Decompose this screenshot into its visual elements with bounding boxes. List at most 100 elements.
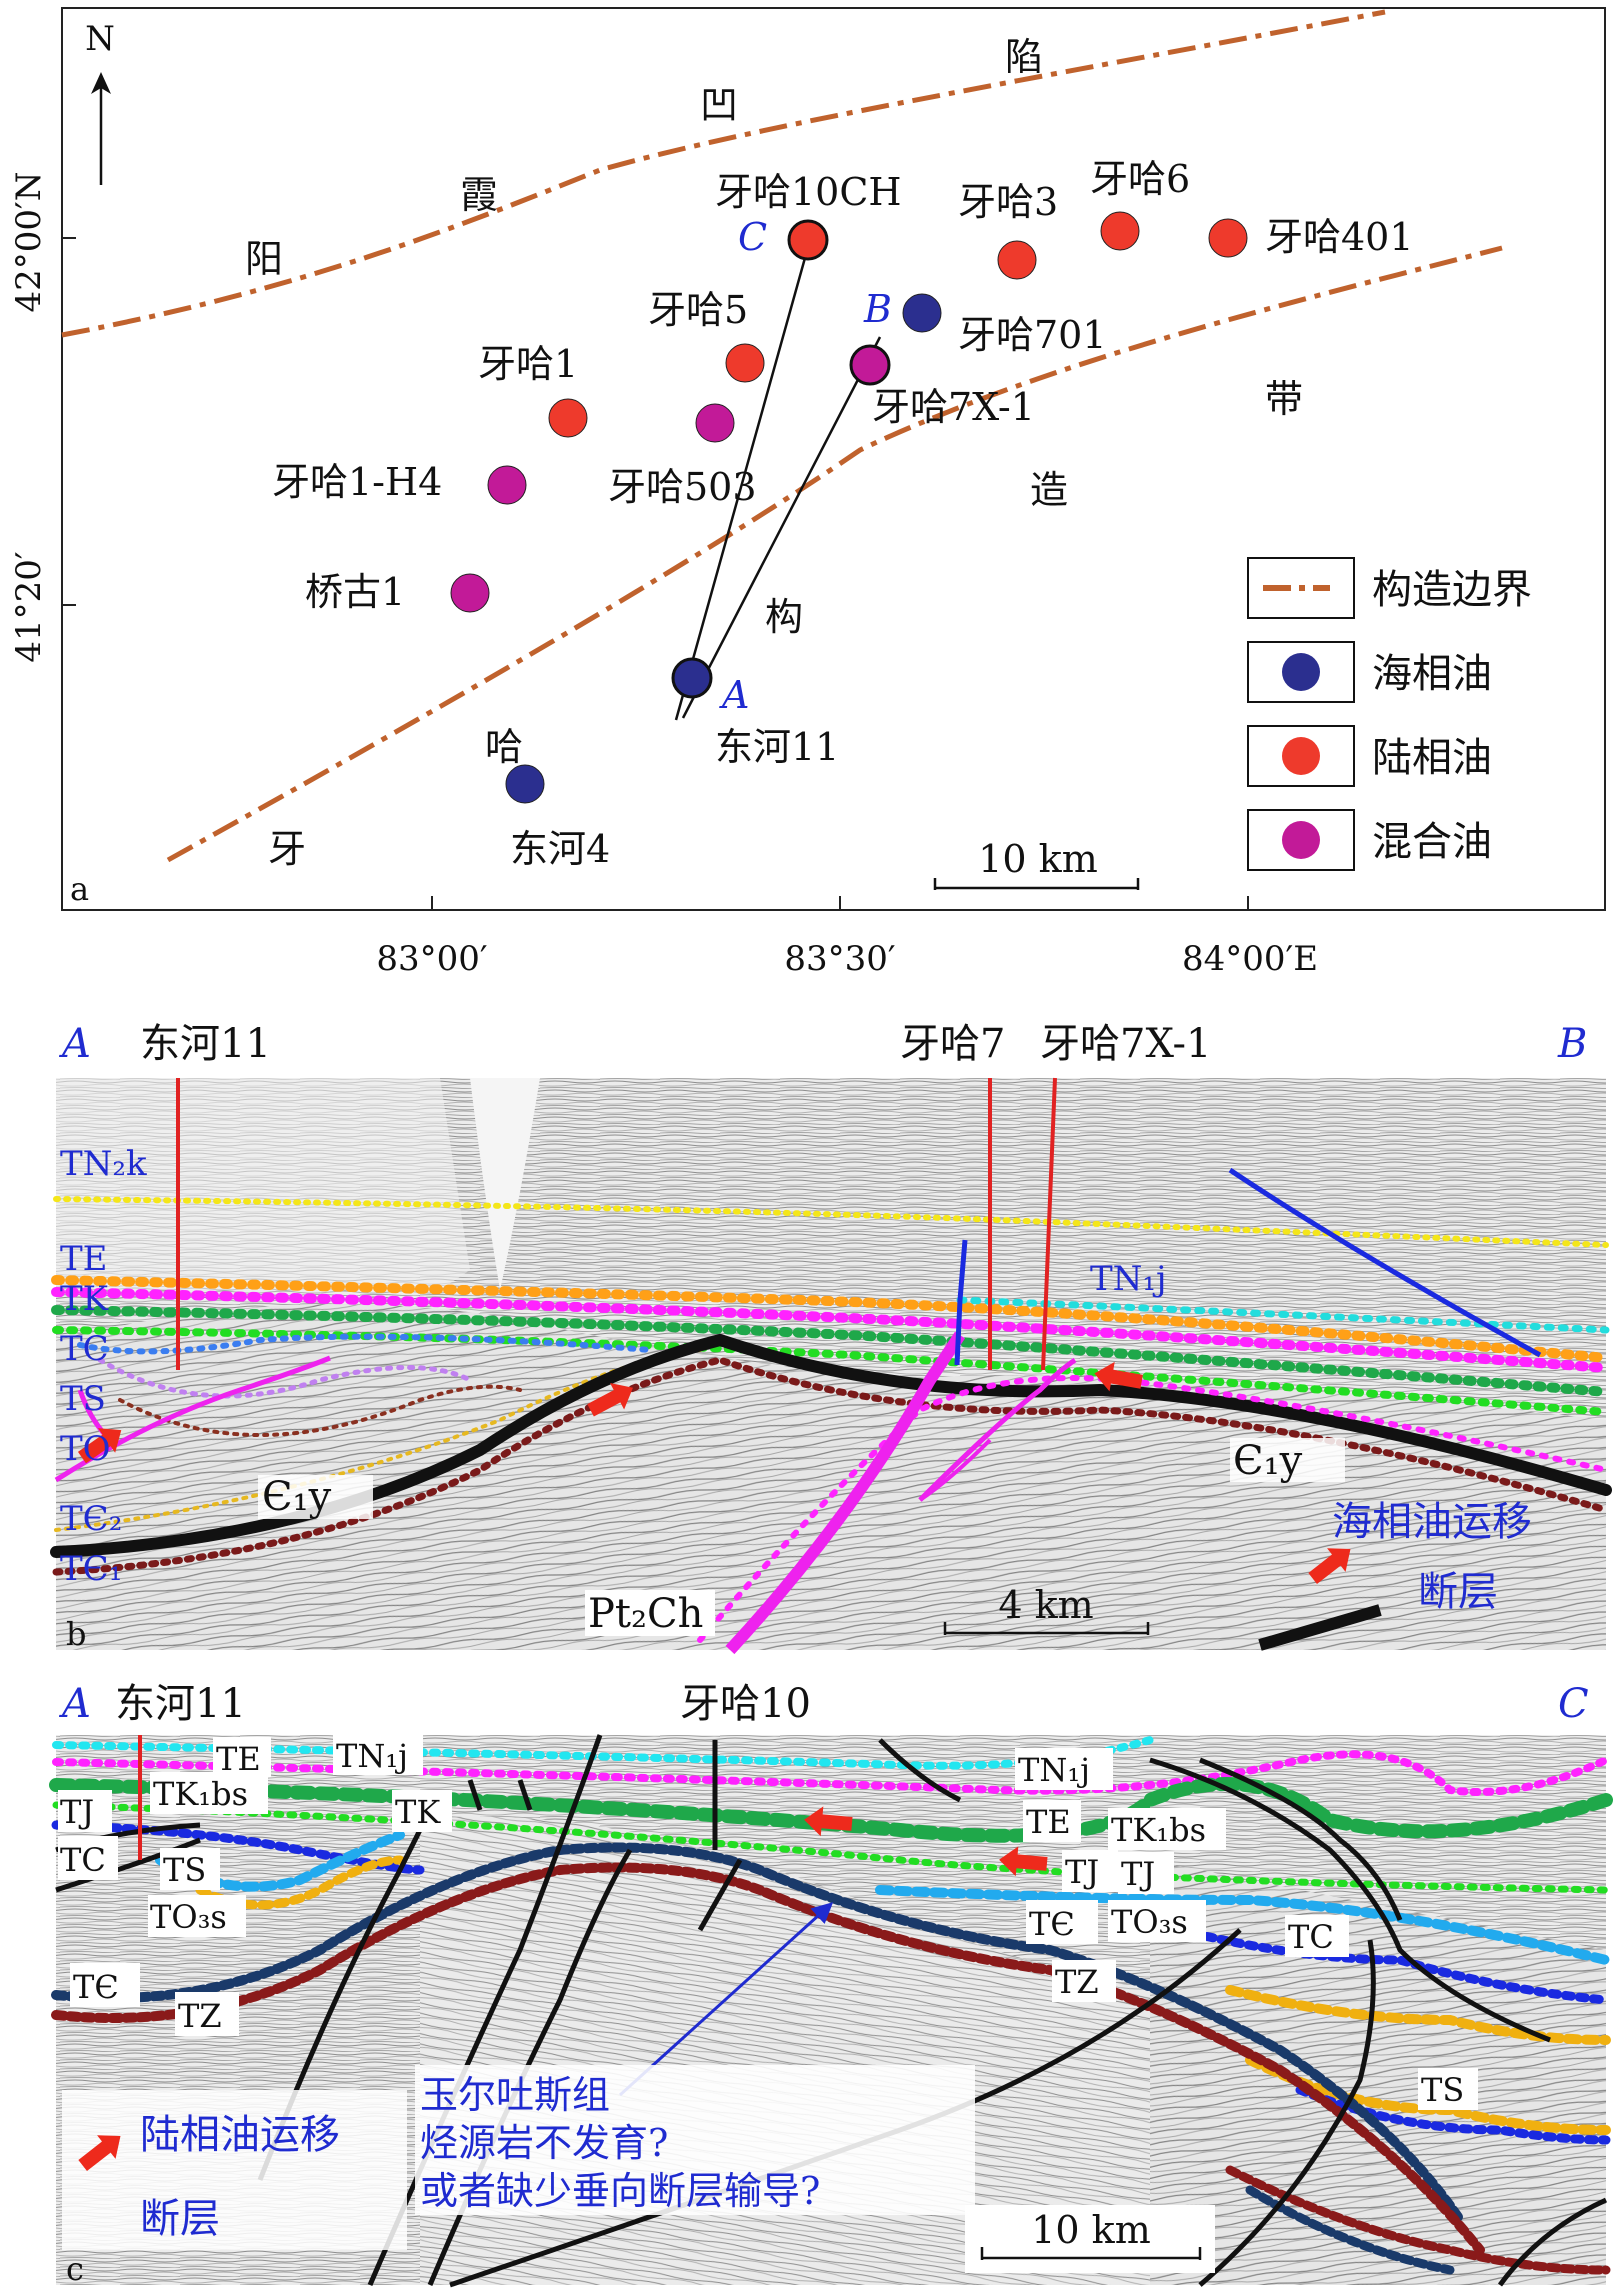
panel-b-section: A B 东河11 牙哈7 牙哈7X-1 [50,1021,1612,1655]
region-char-ao: 凹 [700,83,738,127]
horizon-c-tz2 [1225,2165,1611,2275]
well-marker-yaha10ch [787,219,829,261]
panel-c-well-donghe11: 东河11 [115,1681,246,1727]
scale-label-b: 4 km [998,1583,1093,1627]
horizon-label-c-te-r: TE [1026,1803,1071,1841]
lon-tick-84-00: 84°00′E [1182,939,1318,979]
point-label-a: A [719,673,749,717]
well-marker-yaha5 [725,343,765,383]
legend-fault-icon-b [1258,1604,1382,1651]
well-label-yaha5: 牙哈5 [648,288,748,332]
horizon-c-tz [51,1862,1485,2255]
fault-blue-right [1228,1167,1542,1358]
legend-fault-label-c: 断层 [140,2196,220,2242]
region-char-yang: 阳 [245,237,283,281]
horizon-label-tk: TK [60,1279,109,1319]
horizon-label-tc2: TЄ₂ [60,1499,122,1539]
legend-migration-label-b: 海相油运移 [1332,1499,1532,1545]
horizon-green2 [52,1326,1610,1416]
horizon-tc [51,1305,1611,1397]
well-label-donghe11: 东河11 [715,725,839,769]
formation-bg-right [1230,1438,1345,1482]
deep-reflectors-c2 [1150,1860,1606,2285]
region-char-xian: 陷 [1005,35,1043,79]
well-marker-yaha3 [997,240,1037,280]
well-label-donghe4: 东河4 [510,827,610,871]
horizon-c-tc [51,1820,425,1875]
horizon-blue [77,1333,653,1355]
horizon-c-tcam2 [1245,2185,1455,2275]
horizon-label-c-tj-l: TJ [60,1793,94,1831]
well-marker-yaha701 [902,293,942,333]
horizon-labels-c: TE TN₁j TK₁bs TJ TK TC TS TO₃s TЄ TZ TN₁… [58,1733,1478,2110]
lat-tick-41-20: 41°20′ [9,551,49,662]
note-bg-c [415,2065,975,2215]
horizon-tn1j [956,1296,1610,1334]
panel-b-well-yaha7: 牙哈7 [900,1021,1005,1067]
horizon-label-c-tcam-r: TЄ [1029,1905,1075,1943]
scale-label-c: 10 km [1031,2208,1151,2252]
horizon-label-c-tz-l: TZ [178,1997,222,2035]
well-label-yaha1h4: 牙哈1-H4 [272,460,442,504]
legend-marine-label: 海相油 [1372,651,1492,697]
note-line-3: 或者缺少垂向断层输导? [420,2169,820,2213]
legend-fault-label-b: 断层 [1418,1569,1498,1615]
panel-c-section: A C 东河11 牙哈10 [49,1681,1613,2288]
point-label-c: C [738,215,767,259]
north-label: N [85,19,115,59]
formation-bg-pt2ch [585,1590,715,1636]
well-marker-qiaogu1 [450,573,490,613]
north-arrow-icon [91,72,111,185]
region-char-ya: 牙 [268,827,306,871]
lon-tick-83-30: 83°30′ [784,939,895,979]
horizon-label-c-tk-l: TK [395,1793,441,1831]
formation-c1y-right: Є₁y [1233,1438,1303,1484]
horizon-c-tj [52,1801,1610,1894]
formation-bg-left [258,1475,373,1519]
map-legend: 构造边界 海相油 陆相油 混合油 [1247,557,1532,871]
horizon-magenta-low [697,1375,1609,1643]
panel-b-end-b: B [1557,1021,1587,1067]
horizon-ts [97,1357,473,1399]
well-label-yaha6: 牙哈6 [1090,157,1190,201]
well-line-yaha7x1-b [1041,1077,1057,1371]
horizon-label-tn2k: TN₂k [60,1144,147,1184]
legend-marine-icon [1282,653,1320,691]
horizon-label-c-tj-r1: TJ [1065,1853,1099,1891]
lat-tick-42: 42°00′N [9,172,49,313]
formation-pt2ch: Pt₂Ch [588,1591,703,1637]
scale-bg-c [965,2205,1215,2273]
well-marker-donghe4 [505,764,545,804]
horizon-c-tcam [51,1842,1465,2225]
horizon-label-c-to3s-l: TO₃s [150,1898,227,1936]
panel-c-end-c: C [1558,1681,1589,1727]
horizon-c-te [52,1750,1610,1796]
top-mute-b [56,1078,470,1290]
scale-bar-c [980,2247,1202,2260]
horizon-tc1 [52,1356,1610,1576]
horizon-c-blue-right [1175,1925,1611,2005]
panel-b-end-a: A [58,1021,91,1067]
horizon-tn2k [53,1196,1609,1248]
horizon-label-c-tk1bs-r: TK₁bs [1111,1811,1206,1849]
horizon-tk [51,1287,1611,1373]
horizon-label-c-tk1bs-l: TK₁bs [153,1775,248,1813]
well-marker-yaha6 [1100,211,1140,251]
well-label-qiaogu1: 桥古1 [305,570,405,614]
note-line-2: 烃源岩不发育? [420,2121,668,2165]
horizon-label-to: TO [60,1429,111,1469]
legend-migration-label-c: 陆相油运移 [140,2112,340,2158]
legend-bg-c [62,2090,407,2250]
region-char-zao: 造 [1030,468,1068,512]
horizon-label-c-tn1j-l: TN₁j [336,1737,408,1775]
well-label-yaha3: 牙哈3 [958,180,1058,224]
legend-boundary-label: 构造边界 [1372,567,1532,613]
formation-c1y-left: Є₁y [262,1474,332,1520]
well-label-yaha1: 牙哈1 [478,342,578,386]
scale-bar-b [943,1622,1150,1635]
horizon-c-tc-right [875,1885,1611,1965]
panel-c-well-yaha10: 牙哈10 [680,1681,811,1727]
lon-tick-83-00: 83°00′ [376,939,487,979]
legend-mixed-label: 混合油 [1372,819,1492,865]
horizon-label-tn1j: TN₁j [1090,1259,1167,1299]
